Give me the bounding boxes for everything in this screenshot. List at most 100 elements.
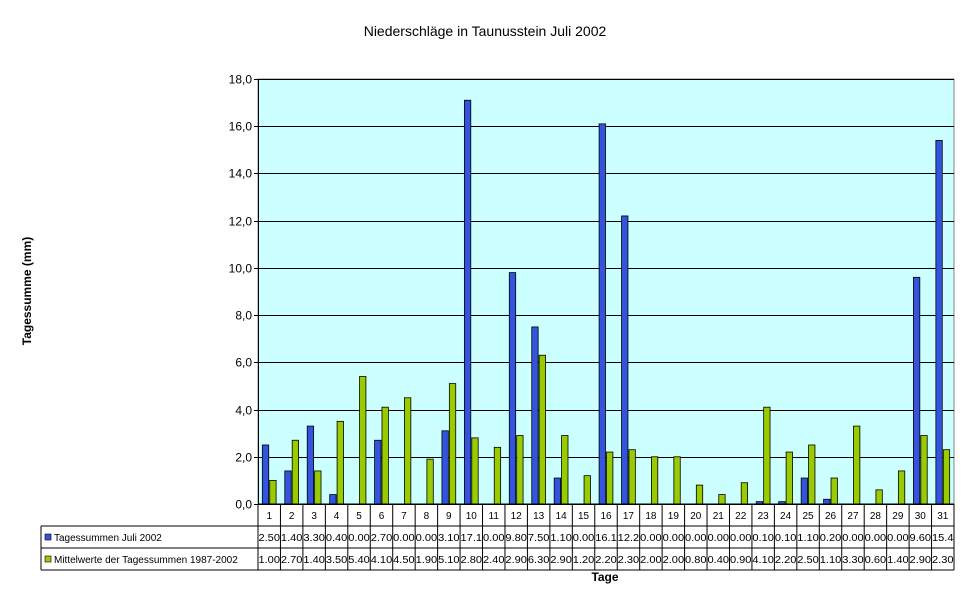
y-tick-label: 8,0	[235, 309, 252, 323]
bar-mittelwert	[651, 456, 659, 505]
bar-mittelwert	[561, 435, 569, 505]
bar-mittelwert	[426, 458, 434, 505]
data-label: 1.40	[887, 555, 909, 566]
bar-mittelwert	[853, 425, 861, 505]
data-label: 0.00	[640, 533, 662, 544]
bar-tagessumme	[441, 430, 449, 505]
x-tick-label: 25	[803, 511, 815, 522]
data-label: 0.00	[483, 533, 505, 544]
data-label: 2.70	[371, 533, 393, 544]
data-label: 0.00	[708, 533, 730, 544]
bar-tagessumme	[306, 425, 315, 505]
x-tick-label: 7	[401, 511, 407, 522]
x-tick-label: 18	[645, 511, 657, 522]
data-label: 1.00	[258, 555, 280, 566]
data-label: 0.00	[663, 533, 685, 544]
data-label: 5.40	[348, 555, 370, 566]
x-tick-label: 11	[489, 511, 500, 522]
bar-mittelwert	[763, 406, 771, 505]
y-tick-label: 14,0	[229, 167, 253, 181]
data-table: 1 2 3 4 5 6 7 8 9 10 11 12 13 14 15 16 17 18 19 20 21 22 23 24 2…	[40, 503, 955, 571]
data-label: 5.10	[438, 555, 460, 566]
bar-tagessumme	[553, 477, 562, 505]
data-label: 2.50	[797, 555, 819, 566]
data-label: 3.10	[438, 533, 460, 544]
x-tick-label: 30	[915, 511, 927, 522]
bar-mittelwert	[942, 449, 951, 505]
data-label: 0.00	[573, 533, 595, 544]
x-tick-label: 13	[533, 511, 545, 522]
bar-tagessumme	[913, 276, 921, 505]
data-label: 4.10	[371, 555, 393, 566]
data-label: 7.50	[528, 533, 550, 544]
data-label: 2.00	[663, 555, 685, 566]
data-label: 9.60	[910, 533, 932, 544]
data-label: 1.10	[797, 533, 819, 544]
data-label: 0.00	[685, 533, 707, 544]
data-label: 2.90	[910, 555, 932, 566]
x-tick-label: 6	[379, 511, 385, 522]
bar-mittelwert	[897, 470, 906, 505]
data-label: 1.10	[550, 533, 572, 544]
bar-tagessumme	[508, 272, 517, 505]
data-label: 0.80	[685, 555, 707, 566]
bar-tagessumme	[823, 498, 831, 505]
bar-mittelwert	[920, 435, 928, 505]
data-label: 2.00	[640, 555, 662, 566]
bar-tagessumme	[284, 470, 292, 505]
bar-mittelwert	[359, 376, 367, 505]
x-tick-label: 27	[847, 511, 859, 522]
y-tick-label: 18,0	[229, 73, 253, 87]
x-tick-label: 8	[424, 511, 430, 522]
data-label: 0.20	[820, 533, 842, 544]
bar-mittelwert	[516, 435, 524, 505]
x-tick-label: 26	[825, 511, 837, 522]
data-label: 3.30	[303, 533, 325, 544]
x-tick-label: 29	[892, 511, 904, 522]
x-tick-label: 15	[578, 511, 590, 522]
x-tick-label: 5	[356, 511, 362, 522]
data-label: 15.4	[932, 533, 954, 544]
bar-mittelwert	[314, 470, 322, 505]
data-label: 17.1	[461, 533, 483, 544]
data-label: 1.40	[303, 555, 325, 566]
bar-mittelwert	[583, 475, 591, 505]
bar-tagessumme	[598, 123, 606, 505]
x-tick-label: 22	[735, 511, 747, 522]
bar-tagessumme	[800, 477, 808, 505]
bar-tagessumme	[374, 439, 382, 505]
data-label: 0.00	[730, 533, 752, 544]
bar-tagessumme	[621, 215, 629, 505]
data-label: 16.1	[595, 533, 617, 544]
legend-label: Mittelwerte der Tagessummen 1987-2002	[54, 555, 238, 566]
data-label: 3.50	[326, 555, 348, 566]
legend-key	[44, 533, 52, 541]
bar-mittelwert	[830, 477, 838, 505]
data-label: 1.10	[820, 555, 842, 566]
data-label: 0.60	[865, 555, 887, 566]
data-label: 4.10	[752, 555, 774, 566]
x-tick-label: 2	[289, 511, 295, 522]
y-tick-label: 2,0	[235, 451, 252, 465]
bar-tagessumme	[935, 139, 943, 505]
data-label: 0.00	[416, 533, 438, 544]
bar-mittelwert	[673, 456, 681, 505]
data-label: 2.70	[281, 555, 303, 566]
data-label: 2.90	[550, 555, 572, 566]
data-label: 12.2	[618, 533, 640, 544]
data-label: 2.20	[595, 555, 617, 566]
bar-mittelwert	[291, 439, 299, 505]
bar-mittelwert	[875, 489, 883, 505]
bar-tagessumme	[531, 326, 539, 505]
x-tick-label: 24	[780, 511, 792, 522]
bar-mittelwert	[336, 420, 344, 505]
data-label: 9.80	[505, 533, 527, 544]
data-label: 3.30	[842, 555, 864, 566]
data-label: 2.90	[505, 555, 527, 566]
chart-title: Niederschläge in Taunusstein Juli 2002	[364, 23, 607, 39]
bar-tagessumme	[463, 99, 472, 505]
bar-mittelwert	[493, 446, 502, 505]
y-axis: 0,0 2,0 4,0 6,0 8,0 10,0 12,0 14,0 16,0 18,0	[229, 73, 259, 512]
